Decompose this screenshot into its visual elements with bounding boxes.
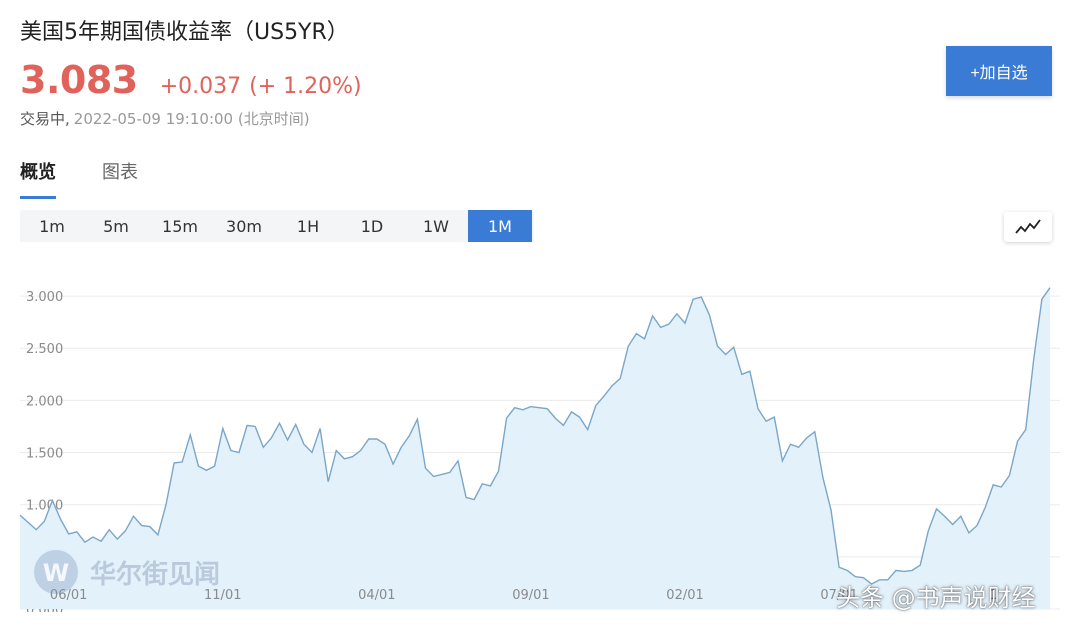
chart-type-toggle[interactable] (1004, 212, 1052, 242)
x-tick-label: 07/01 (820, 588, 857, 603)
watermark-text: 华尔街见闻 (90, 560, 221, 590)
yield-chart: 3.0002.5002.0001.5001.0000.5000.00006/01… (19, 287, 1060, 612)
range-30m-button[interactable]: 30m (226, 216, 262, 236)
range-5m-button[interactable]: 5m (103, 216, 129, 236)
x-tick-label: 1 (989, 588, 997, 603)
source-watermark: 头条 @书声说财经 (836, 584, 1036, 612)
x-tick-label: 02/01 (666, 588, 703, 603)
series-line (19, 287, 1051, 585)
range-1h-button[interactable]: 1H (296, 216, 320, 236)
x-tick-label: 06/01 (50, 588, 87, 603)
range-1w-button[interactable]: 1W (423, 216, 449, 236)
range-1d-button[interactable]: 1D (360, 216, 384, 236)
page-title: 美国5年期国债收益率（US5YR） (20, 20, 349, 45)
wallstreetcn-logo-icon: W (34, 550, 78, 594)
price-change-percent: (+ 1.20%) (249, 74, 362, 99)
range-1mo-button[interactable]: 1M (468, 210, 532, 242)
line-chart-icon (1015, 219, 1041, 234)
current-price: 3.083 (20, 58, 138, 102)
y-tick-label: 1.500 (26, 447, 63, 462)
price-change: +0.037 (159, 74, 242, 99)
time-range-selector: 1m 5m 15m 30m 1H 1D 1W 1M (20, 210, 534, 242)
quote-timestamp: 2022-05-09 19:10:00 (北京时间) (73, 110, 310, 128)
tab-bar: 概览 图表 (20, 158, 184, 199)
range-15m-button[interactable]: 15m (162, 216, 198, 236)
range-1m-button[interactable]: 1m (39, 216, 65, 236)
x-tick-label: 09/01 (512, 588, 549, 603)
tab-chart[interactable]: 图表 (102, 162, 138, 183)
tab-overview[interactable]: 概览 (20, 158, 56, 199)
y-tick-label: 2.500 (26, 342, 63, 357)
svg-text:W: W (43, 559, 69, 587)
y-tick-label: 2.000 (26, 394, 63, 409)
trading-status: 交易中, 2022-05-09 19:10:00 (北京时间) (20, 108, 310, 129)
y-tick-label: 3.000 (26, 290, 63, 305)
x-tick-label: 11/01 (204, 588, 241, 603)
x-tick-label: 04/01 (358, 588, 395, 603)
series-area (20, 287, 1050, 609)
trading-status-label: 交易中, (20, 110, 70, 128)
price-row: 3.083 +0.037 (+ 1.20%) (20, 58, 362, 102)
add-watchlist-button[interactable]: +加自选 (946, 46, 1052, 96)
